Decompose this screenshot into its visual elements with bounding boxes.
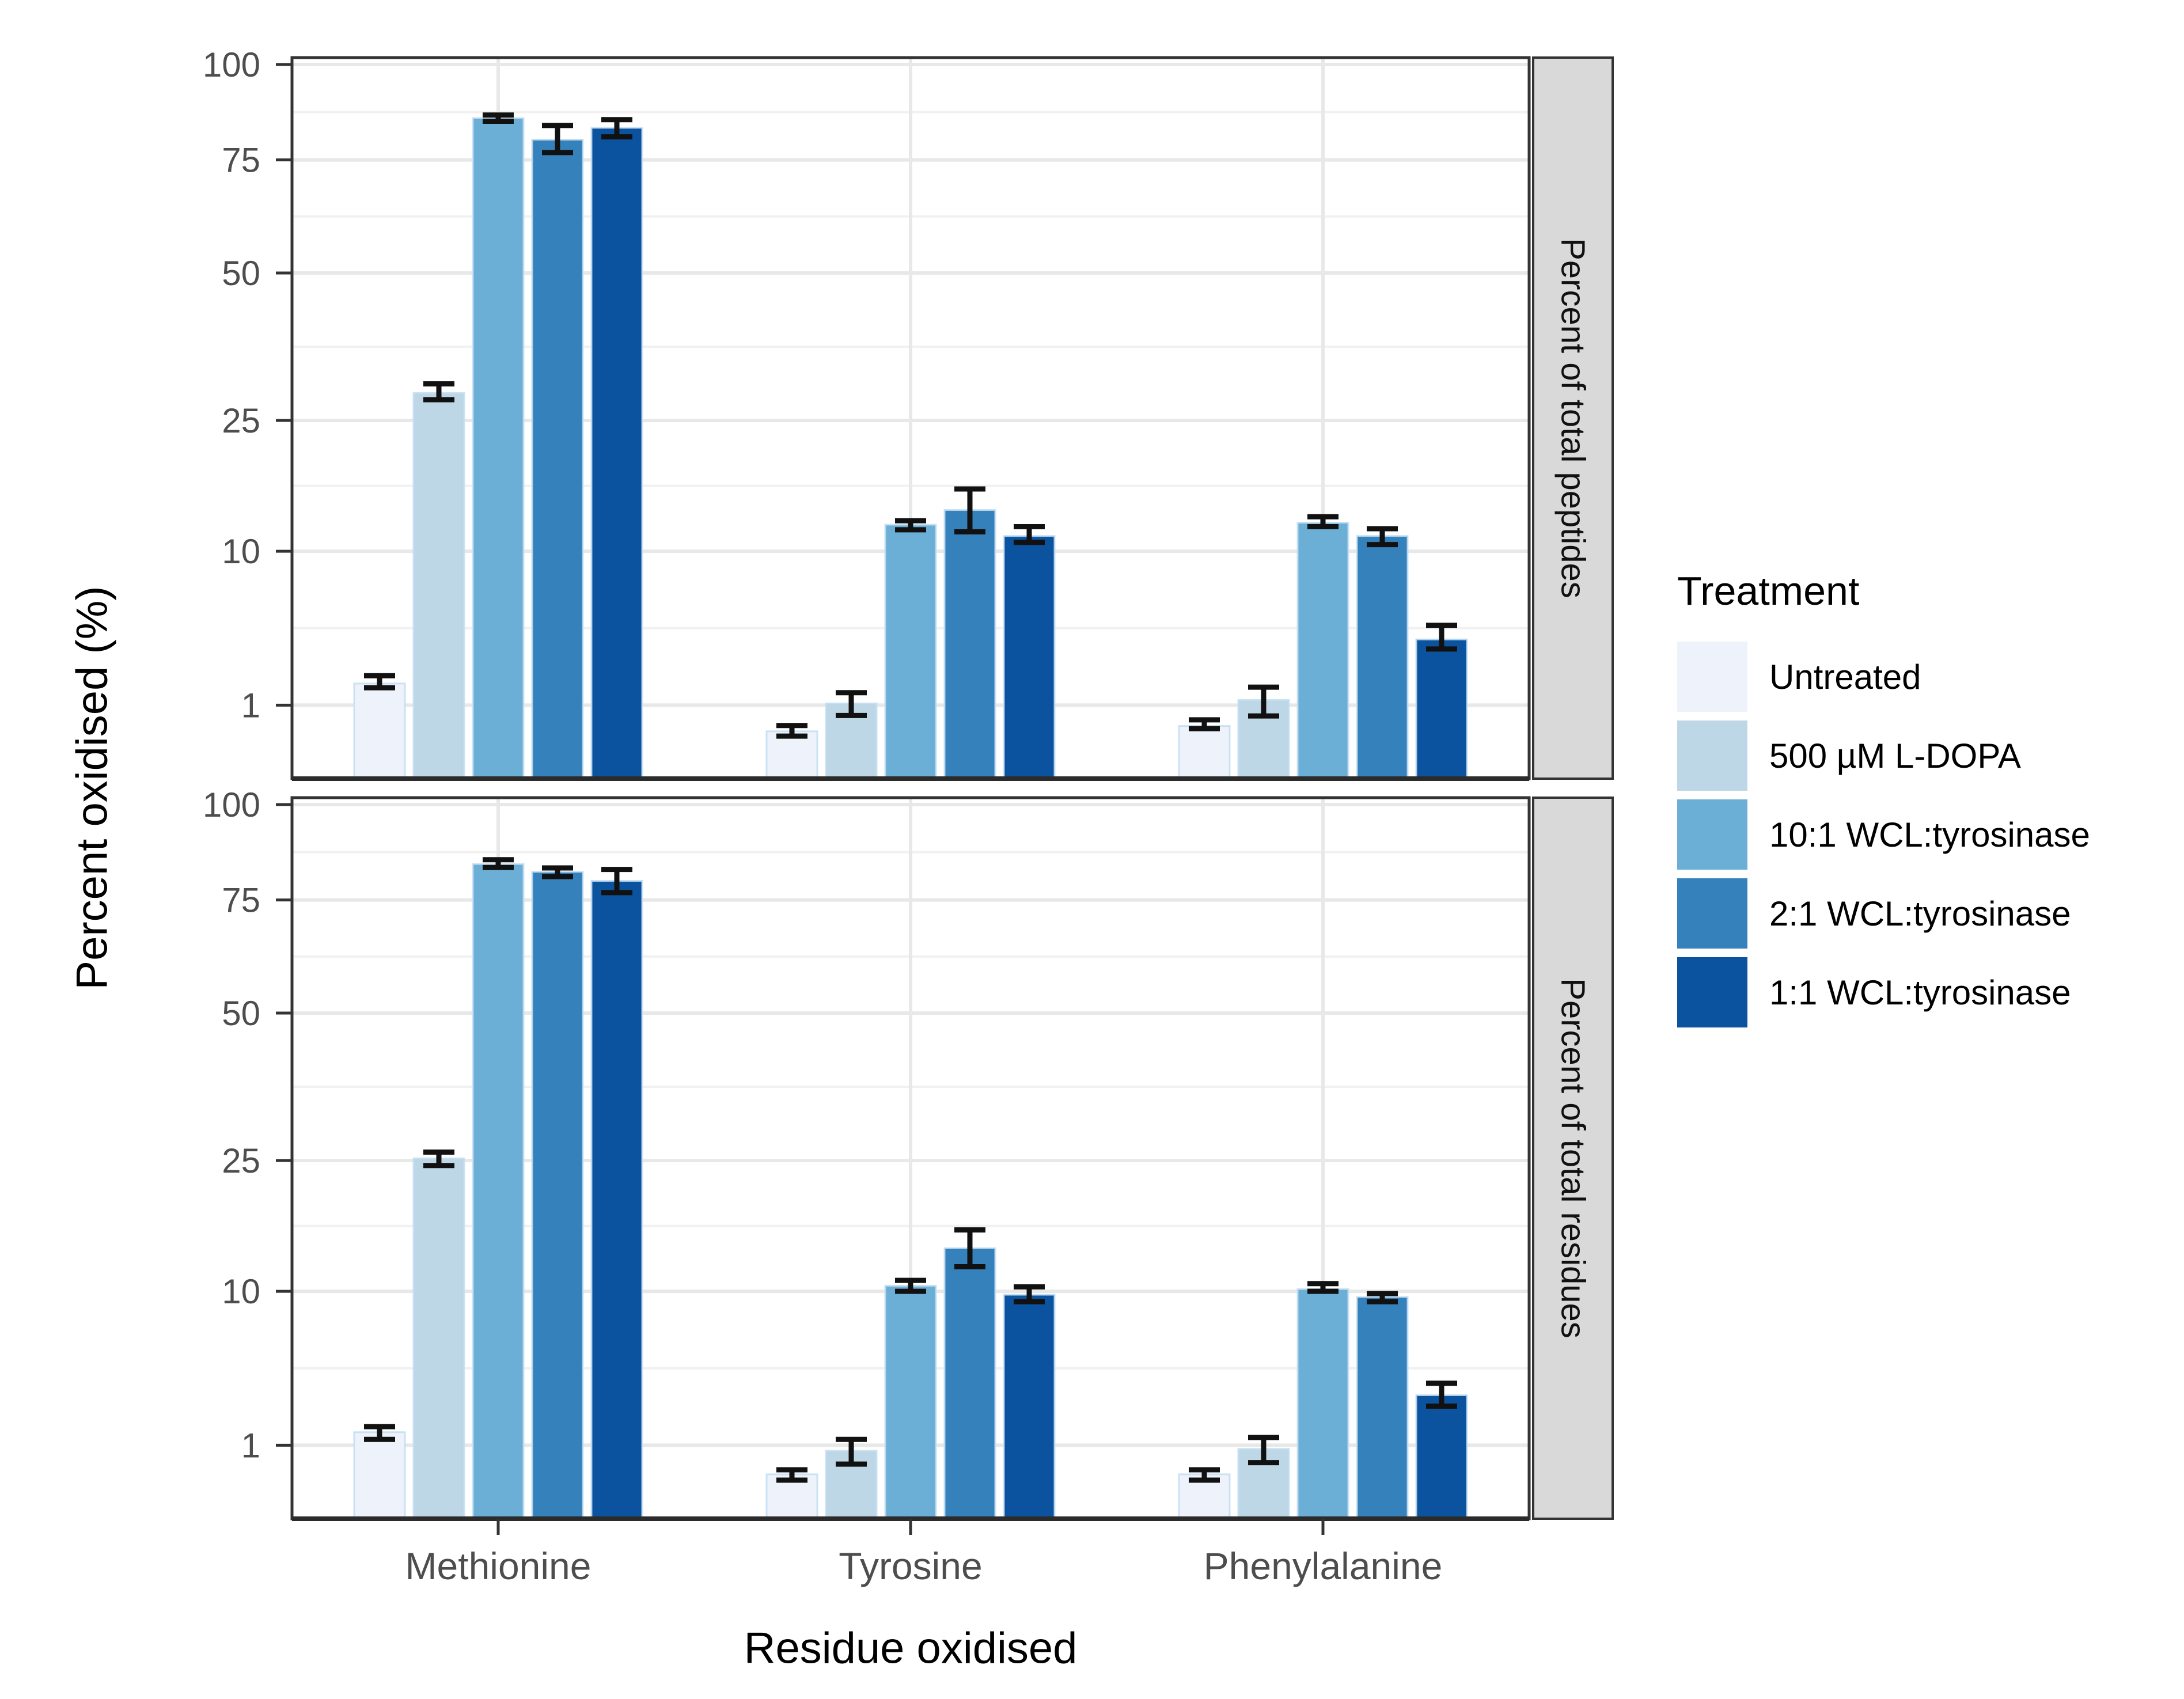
bar xyxy=(1356,535,1409,780)
facet-strip xyxy=(1532,56,1614,780)
bar xyxy=(590,880,643,1520)
error-bar xyxy=(1307,514,1339,530)
error-bar xyxy=(483,112,514,124)
error-bar xyxy=(1248,684,1279,719)
legend-entry: Untreated xyxy=(1677,642,2090,712)
legend-entry: 500 µM L-DOPA xyxy=(1677,720,2090,791)
facet-panel: 1 10 25 50 75 100 xyxy=(203,45,1614,781)
y-tick-label: 100 xyxy=(203,786,260,824)
error-bar xyxy=(836,1436,867,1467)
bar xyxy=(943,509,996,780)
bar xyxy=(1356,1296,1409,1520)
error-bar xyxy=(423,1149,454,1169)
y-tick-label: 100 xyxy=(203,45,260,84)
x-tick-label: Tyrosine xyxy=(839,1545,982,1587)
error-bar xyxy=(776,1467,807,1483)
error-bar xyxy=(423,381,454,403)
bar xyxy=(943,1247,996,1520)
bar xyxy=(531,138,584,780)
error-bar xyxy=(1189,717,1220,731)
legend-entry: 10:1 WCL:tyrosinase xyxy=(1677,799,2090,870)
legend: Treatment Untreated 500 µM L-DOPA 10:1 W… xyxy=(1677,568,2090,1036)
legend-swatch-1-1 xyxy=(1677,957,1747,1027)
error-bar xyxy=(364,1424,395,1442)
legend-label: 500 µM L-DOPA xyxy=(1769,736,2021,775)
legend-swatch-10-1 xyxy=(1677,799,1747,870)
error-bar xyxy=(1248,1435,1279,1466)
error-bar xyxy=(601,117,632,140)
legend-label: Untreated xyxy=(1769,657,1921,696)
y-tick-label: 50 xyxy=(222,994,260,1033)
legend-swatch-2-1 xyxy=(1677,878,1747,949)
x-tick-label: Methionine xyxy=(405,1545,592,1587)
error-bar xyxy=(364,673,395,691)
error-bar xyxy=(1367,526,1398,548)
legend-swatch-untreated xyxy=(1677,642,1747,712)
legend-label: 10:1 WCL:tyrosinase xyxy=(1769,815,2090,854)
bar xyxy=(1415,638,1468,780)
legend-title: Treatment xyxy=(1677,568,1860,613)
error-bar xyxy=(1307,1281,1339,1294)
y-tick-label: 75 xyxy=(222,141,260,180)
error-bar xyxy=(1014,524,1045,545)
bar xyxy=(590,127,643,780)
facet-panel: 1 10 25 50 75 100 xyxy=(203,786,1614,1521)
y-tick-label: 10 xyxy=(222,1272,260,1311)
y-tick-label: 75 xyxy=(222,881,260,920)
y-tick-label: 1 xyxy=(241,1426,260,1465)
error-bar xyxy=(1014,1284,1045,1304)
error-bar xyxy=(895,1277,926,1294)
x-axis-title: Residue oxidised xyxy=(744,1624,1078,1673)
facet-strip-label-peptides: Percent of total peptides xyxy=(1554,238,1592,598)
y-tick-label: 25 xyxy=(222,1141,260,1180)
legend-entry: 2:1 WCL:tyrosinase xyxy=(1677,878,2090,949)
legend-entry: 1:1 WCL:tyrosinase xyxy=(1677,957,2090,1027)
legend-label: 1:1 WCL:tyrosinase xyxy=(1769,973,2071,1012)
bar xyxy=(884,524,937,780)
error-bar xyxy=(542,865,573,879)
error-bar xyxy=(954,486,985,534)
bar xyxy=(412,392,465,780)
error-bar xyxy=(776,723,807,739)
y-tick-label: 1 xyxy=(241,686,260,725)
error-bar xyxy=(601,867,632,896)
legend-label: 2:1 WCL:tyrosinase xyxy=(1769,894,2071,933)
error-bar xyxy=(542,123,573,156)
error-bar xyxy=(954,1227,985,1270)
y-tick-label: 10 xyxy=(222,532,260,571)
bar xyxy=(1296,1288,1349,1520)
bar xyxy=(472,117,525,780)
bar xyxy=(472,863,525,1520)
error-bar xyxy=(483,857,514,870)
y-tick-label: 50 xyxy=(222,254,260,293)
bar xyxy=(353,682,406,780)
bar xyxy=(765,730,818,780)
y-axis-title: Percent oxidised (%) xyxy=(67,586,117,990)
error-bar xyxy=(1367,1291,1398,1304)
x-tick-label: Phenylalanine xyxy=(1204,1545,1443,1587)
y-tick-label: 25 xyxy=(222,401,260,440)
bar xyxy=(1003,535,1056,780)
error-bar xyxy=(895,518,926,533)
facet-strip-label-residues: Percent of total residues xyxy=(1554,978,1592,1338)
bar xyxy=(531,871,584,1520)
error-bar xyxy=(1426,623,1457,652)
facet-strip xyxy=(1532,797,1614,1520)
error-bar xyxy=(1426,1381,1457,1409)
legend-swatch-ldopa xyxy=(1677,720,1747,791)
error-bar xyxy=(836,690,867,718)
bar xyxy=(1003,1294,1056,1520)
error-bar xyxy=(1189,1467,1220,1483)
bar xyxy=(1178,725,1231,780)
bar xyxy=(884,1284,937,1520)
bar xyxy=(1415,1394,1468,1520)
bar xyxy=(412,1157,465,1520)
bar xyxy=(353,1431,406,1520)
bar xyxy=(1296,522,1349,780)
